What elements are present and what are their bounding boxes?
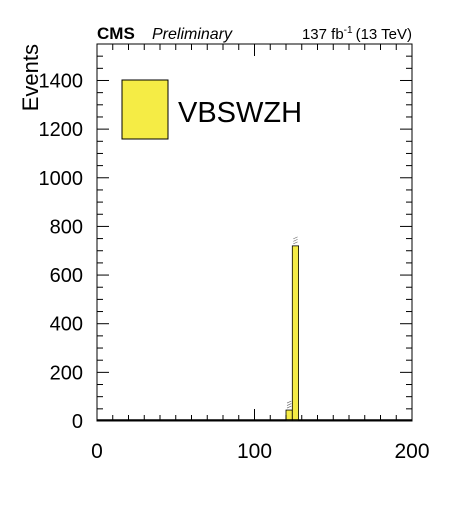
histogram-bar xyxy=(291,245,299,422)
lumi-exponent: -1 xyxy=(344,25,353,36)
uncertainty-band xyxy=(293,236,298,245)
y-tick-label: 200 xyxy=(50,362,83,384)
y-tick-label: 400 xyxy=(50,314,83,336)
y-tick-label: 600 xyxy=(50,265,83,287)
lumi-energy: (13 TeV) xyxy=(356,26,412,43)
x-tick-label: 100 xyxy=(237,440,272,463)
y-tick-label: 1400 xyxy=(39,70,84,92)
bars-group xyxy=(97,236,412,422)
legend-label: VBSWZH xyxy=(178,97,302,129)
x-tick-label: 200 xyxy=(394,440,429,463)
cms-label: CMS xyxy=(97,24,135,43)
legend-swatch xyxy=(121,79,169,140)
y-tick-label: 0 xyxy=(72,411,83,433)
y-tick-label: 800 xyxy=(50,216,83,238)
uncertainty-band xyxy=(286,400,292,409)
x-tick-label: 0 xyxy=(91,440,103,463)
tick-labels-group: 0 200 400 600 800 1000 1200 1400 0 100 200 xyxy=(39,70,430,463)
y-tick-label: 1000 xyxy=(39,168,84,190)
lumi-label: 137 fb-1 (13 TeV) xyxy=(302,25,412,43)
preliminary-label: Preliminary xyxy=(152,26,233,43)
y-axis-title: Events xyxy=(18,44,43,111)
ticks-group xyxy=(96,43,413,422)
y-tick-label: 1200 xyxy=(39,119,84,141)
